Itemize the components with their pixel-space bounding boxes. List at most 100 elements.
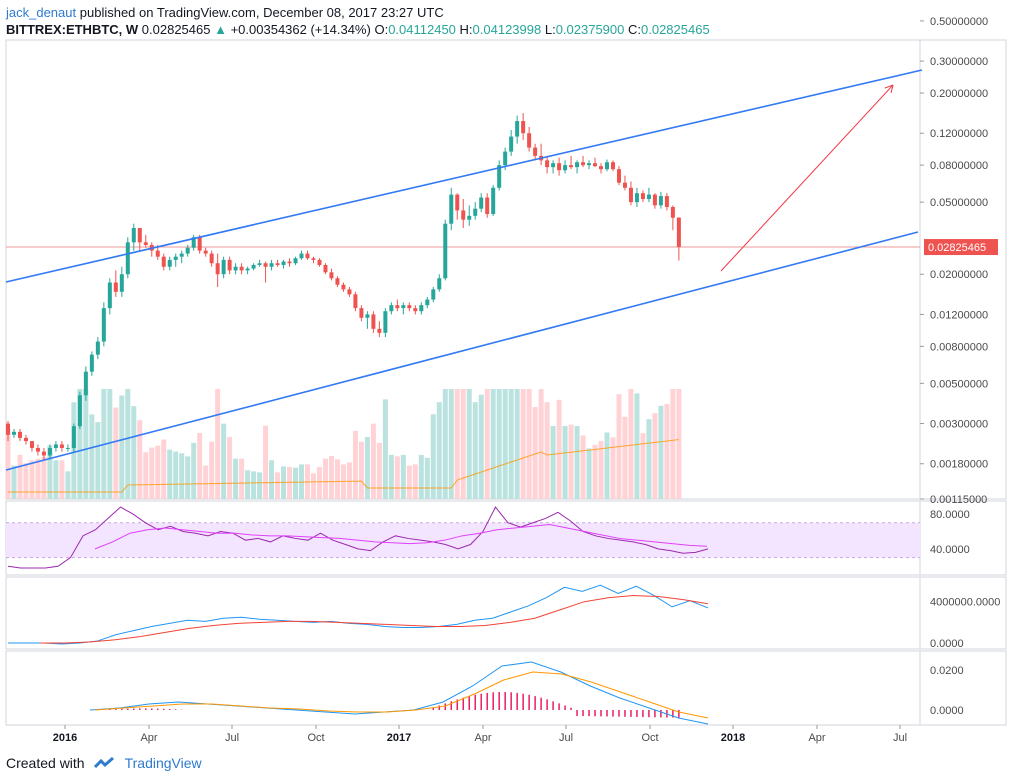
candle-body: [670, 206, 675, 218]
volume-bar: [382, 399, 388, 499]
time-axis: 2016 Apr Jul Oct 2017 Apr Jul Oct 2018 Apr Jul: [53, 725, 907, 744]
candle-body: [545, 160, 550, 168]
volume-bar: [646, 419, 652, 499]
candle-body: [401, 305, 406, 309]
high-value: 0.04123998: [472, 22, 542, 37]
volume-bar: [328, 455, 334, 499]
time-label: Jul: [225, 732, 239, 744]
candle-body: [335, 278, 340, 285]
tradingview-logo-icon: [93, 756, 114, 769]
macd-tick-label: 0.0200: [930, 665, 964, 677]
candle-body: [521, 121, 526, 134]
created-with-text: Created with: [6, 755, 85, 771]
candle-body: [461, 210, 466, 220]
publish-line: jack_denaut published on TradingView.com…: [6, 4, 1006, 21]
macd-pane: 0.0200 0.0000: [89, 661, 964, 725]
candle-body: [599, 166, 604, 170]
channel-lower-line: [5, 231, 919, 471]
tradingview-brand[interactable]: TradingView: [124, 755, 202, 771]
candle-body: [646, 194, 651, 200]
candle-body: [658, 196, 663, 206]
author-link[interactable]: jack_denaut: [6, 5, 77, 20]
volume-bar: [107, 389, 113, 499]
candle-body: [215, 263, 220, 275]
candle-body: [467, 215, 472, 220]
price-tick-label: 0.20000000: [930, 88, 988, 100]
volume-bar: [293, 467, 299, 499]
volume-bar: [47, 445, 53, 499]
candle-body: [161, 256, 166, 267]
volume-bar: [310, 473, 316, 499]
volume-bar: [185, 456, 191, 499]
candle-body: [527, 133, 532, 148]
volume-bar: [11, 465, 17, 499]
rsi-line: [7, 506, 709, 569]
rsi-band: [6, 522, 920, 558]
volume-bar: [652, 413, 658, 499]
volume-bar: [113, 407, 119, 499]
volume-bars: [5, 389, 682, 499]
candle-body: [419, 305, 424, 312]
volume-bar: [5, 428, 11, 499]
chart-header: jack_denaut published on TradingView.com…: [6, 4, 1006, 38]
open-value: 0.04112450: [388, 22, 456, 37]
close-label: C:: [628, 22, 641, 37]
volume-bar: [478, 394, 484, 499]
price-tick-label: 0.08000000: [930, 160, 988, 172]
open-label: O:: [374, 22, 389, 37]
candle-body: [317, 259, 322, 265]
volume-bar: [490, 389, 496, 499]
candle-body: [616, 169, 621, 183]
volume-bar: [604, 432, 610, 499]
volume-bar: [532, 407, 538, 499]
price-tick-label: 0.00500000: [930, 378, 988, 390]
candle-body: [533, 147, 538, 156]
candle-body: [485, 197, 490, 214]
volume-bar: [454, 389, 460, 499]
candle-body: [581, 162, 586, 166]
candle-body: [569, 165, 574, 168]
rsi-tick-label: 40.0000: [930, 544, 970, 556]
volume-bar: [514, 389, 520, 499]
candle-body: [377, 328, 382, 333]
volume-bar: [526, 389, 532, 499]
volume-bar: [406, 465, 412, 499]
volume-bar: [556, 399, 562, 499]
macd-tick-label: 0.0000: [930, 705, 964, 717]
candle-body: [155, 250, 160, 257]
last-price-tag-label: 0.02825465: [928, 242, 986, 254]
volume-bar: [640, 433, 646, 499]
obv-ma-line: [40, 595, 709, 644]
volume-bar: [257, 472, 263, 499]
price-tick-label: 0.30000000: [930, 56, 988, 68]
volume-bar: [275, 472, 281, 499]
candle-body: [347, 289, 352, 295]
candle-body: [479, 197, 484, 209]
volume-bar: [448, 389, 454, 499]
candle-body: [119, 274, 124, 292]
candle-body: [622, 182, 627, 188]
volume-bar: [227, 436, 233, 499]
last-price: 0.02825465: [141, 22, 211, 37]
rsi-ma-line: [94, 524, 708, 550]
candle-body: [131, 227, 136, 243]
candle-body: [563, 165, 568, 171]
candle-body: [299, 253, 304, 259]
candle-body: [227, 259, 232, 271]
rsi-tick-label: 80.0000: [930, 509, 970, 521]
price-tick-label: 0.00180000: [930, 459, 988, 471]
volume-bar: [131, 406, 137, 499]
candle-body: [557, 163, 562, 171]
volume-bar: [41, 456, 47, 499]
volume-bar: [53, 460, 59, 499]
candle-body: [281, 261, 286, 265]
candle-body: [311, 258, 316, 260]
candle-body: [593, 163, 598, 167]
footer: Created with TradingView: [6, 755, 202, 771]
volume-bar: [23, 463, 29, 499]
volume-bar: [65, 471, 71, 499]
volume-bar: [203, 465, 209, 499]
macd-line: [89, 661, 709, 725]
candle-body: [640, 193, 645, 200]
